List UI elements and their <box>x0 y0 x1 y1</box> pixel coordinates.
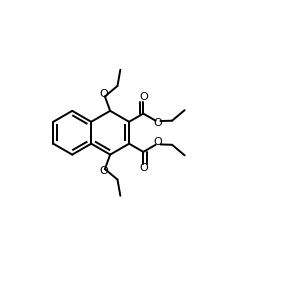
Text: O: O <box>99 166 108 176</box>
Text: O: O <box>154 137 162 147</box>
Text: O: O <box>139 92 148 102</box>
Text: O: O <box>139 163 148 173</box>
Text: O: O <box>99 89 108 99</box>
Text: O: O <box>154 118 162 128</box>
